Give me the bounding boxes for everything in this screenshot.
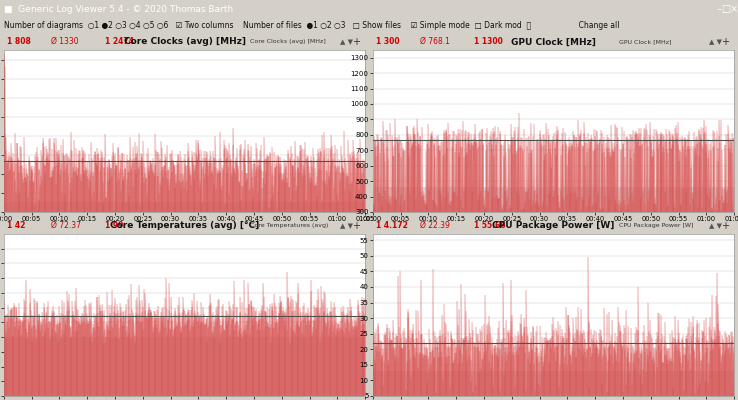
Text: +: + [721,221,729,231]
Text: 1 1300: 1 1300 [474,37,503,46]
Text: ▲ ▼: ▲ ▼ [709,39,722,45]
Text: ×: × [729,4,738,14]
Text: ▲ ▼: ▲ ▼ [340,39,353,45]
Text: 1 42: 1 42 [7,221,26,230]
Text: 1 2474: 1 2474 [105,37,134,46]
Text: CPU Package Power [W]: CPU Package Power [W] [492,222,615,230]
Text: ■  Generic Log Viewer 5.4 - © 2020 Thomas Barth: ■ Generic Log Viewer 5.4 - © 2020 Thomas… [4,4,232,14]
Bar [4,202,365,212]
Text: 1 55.66: 1 55.66 [474,221,506,230]
Text: Ø 1330: Ø 1330 [51,37,78,46]
Text: Core Clocks (avg) [MHz]: Core Clocks (avg) [MHz] [123,38,246,46]
Text: Ø 768.1: Ø 768.1 [420,37,449,46]
Text: Core Temperatures (avg) [°C]: Core Temperatures (avg) [°C] [110,222,259,230]
Text: GPU Clock [MHz]: GPU Clock [MHz] [618,40,671,44]
Text: CPU Package Power [W]: CPU Package Power [W] [618,224,693,228]
Text: +: + [352,37,360,47]
Text: Number of diagrams  ○1 ●2 ○3 ○4 ○5 ○6   ☑ Two columns    Number of files  ●1 ○2 : Number of diagrams ○1 ●2 ○3 ○4 ○5 ○6 ☑ T… [4,22,619,30]
Text: 1 300: 1 300 [376,37,400,46]
Text: Ø 22.39: Ø 22.39 [420,221,449,230]
Text: +: + [721,37,729,47]
Text: Ø 72.37: Ø 72.37 [51,221,80,230]
Text: Core Clocks (avg) [MHz]: Core Clocks (avg) [MHz] [249,40,325,44]
Text: 1 99: 1 99 [105,221,123,230]
Text: 1 4.172: 1 4.172 [376,221,408,230]
Text: ▲ ▼: ▲ ▼ [340,223,353,229]
Bar [4,337,365,396]
Text: +: + [352,221,360,231]
Text: GPU Clock [MHz]: GPU Clock [MHz] [511,38,596,46]
Text: Core Temperatures (avg): Core Temperatures (avg) [249,224,328,228]
Text: ▲ ▼: ▲ ▼ [709,223,722,229]
Bar [373,187,734,212]
Text: 1 808: 1 808 [7,37,31,46]
Bar [373,371,734,396]
Text: □: □ [722,4,731,14]
Text: –: – [717,4,721,14]
